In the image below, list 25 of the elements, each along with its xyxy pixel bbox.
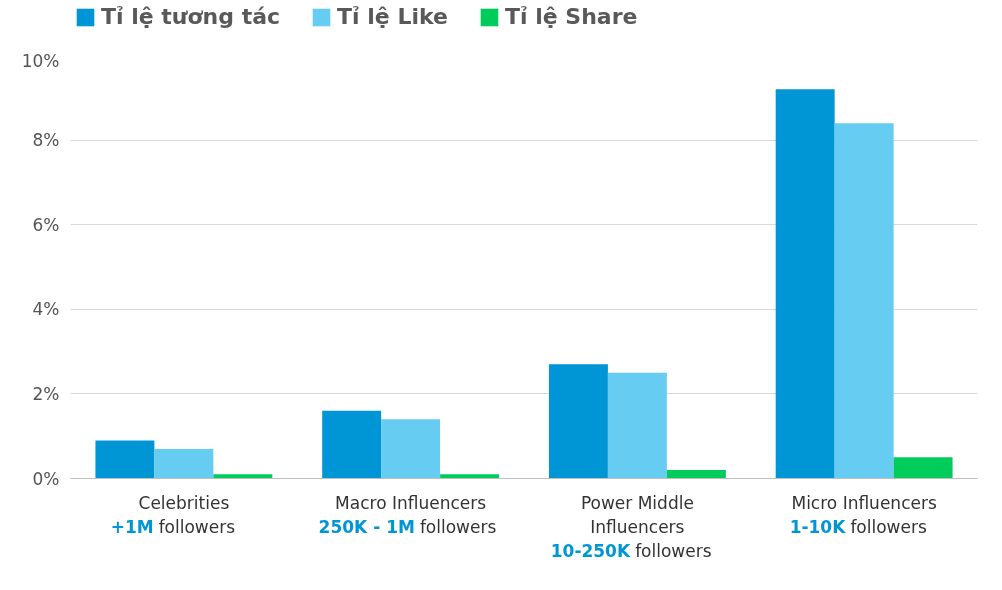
bar <box>95 440 155 479</box>
bar <box>775 89 835 479</box>
bar <box>893 457 953 479</box>
x-tick-label: Celebrities +1M followers <box>110 492 236 537</box>
x-tick-label: Micro Influencers 1-10K followers <box>789 492 937 537</box>
bar <box>607 372 667 479</box>
x-tick-label: Power Middle Influencers 10-250K followers <box>550 492 712 561</box>
y-tick-label: 0% <box>32 468 60 489</box>
bar <box>322 410 382 479</box>
bar <box>834 123 894 479</box>
bar <box>381 419 441 479</box>
y-tick-label: 6% <box>32 214 60 235</box>
y-tick-label: 2% <box>32 383 60 404</box>
x-tick-label: Macro Influencers 250K - 1M followers <box>318 492 497 537</box>
y-tick-label: 10% <box>21 50 60 71</box>
bar <box>154 448 214 479</box>
y-tick-label: 4% <box>32 299 60 320</box>
bar <box>548 364 608 479</box>
bar <box>213 474 273 479</box>
bar <box>440 474 500 479</box>
legend-label: Tỉ lệ tương tác <box>101 4 281 29</box>
y-tick-label: 8% <box>32 130 60 151</box>
legend-label: Tỉ lệ Like <box>337 4 448 29</box>
bar <box>666 470 726 479</box>
legend-label: Tỉ lệ Share <box>504 4 638 29</box>
